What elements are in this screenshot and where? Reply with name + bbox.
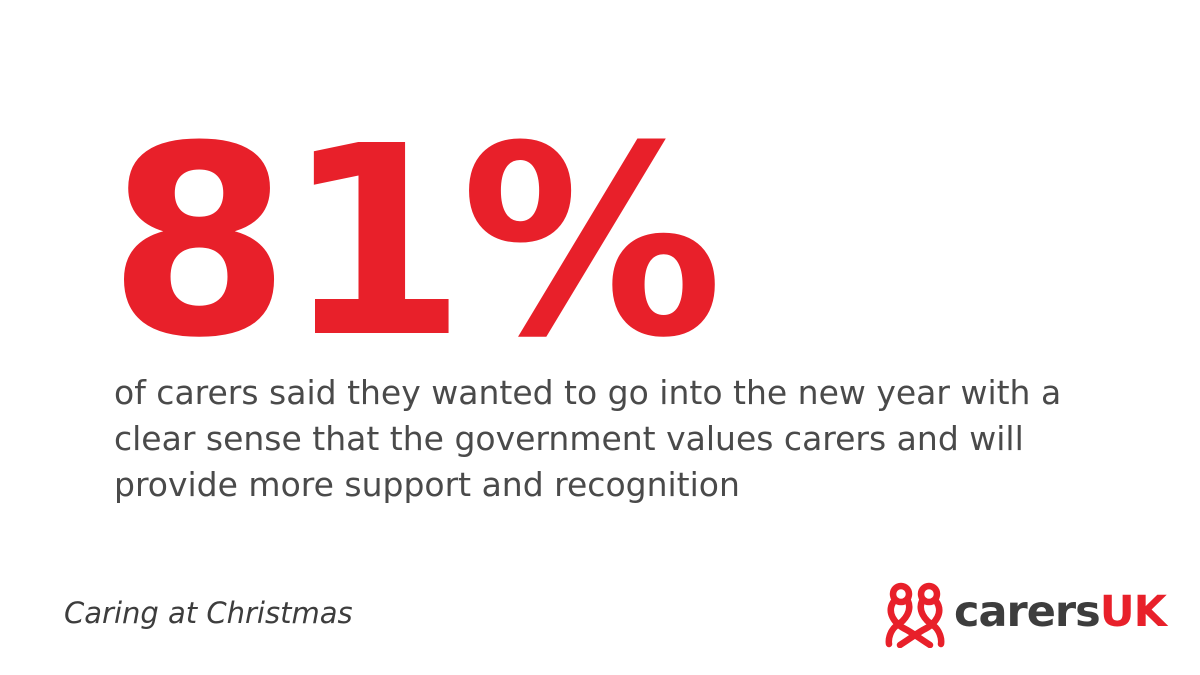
logo-word-carers: carers: [954, 586, 1101, 637]
logo-word-uk: UK: [1099, 586, 1167, 637]
headline-statistic: 81%: [108, 90, 723, 395]
logo-wordmark: carersUK: [954, 590, 1167, 634]
ribbon-figures-icon: [885, 582, 945, 648]
carers-uk-logo: carersUK: [884, 582, 1167, 648]
statistic-caption: of carers said they wanted to go into th…: [114, 373, 1062, 504]
campaign-label: Caring at Christmas: [64, 596, 353, 630]
